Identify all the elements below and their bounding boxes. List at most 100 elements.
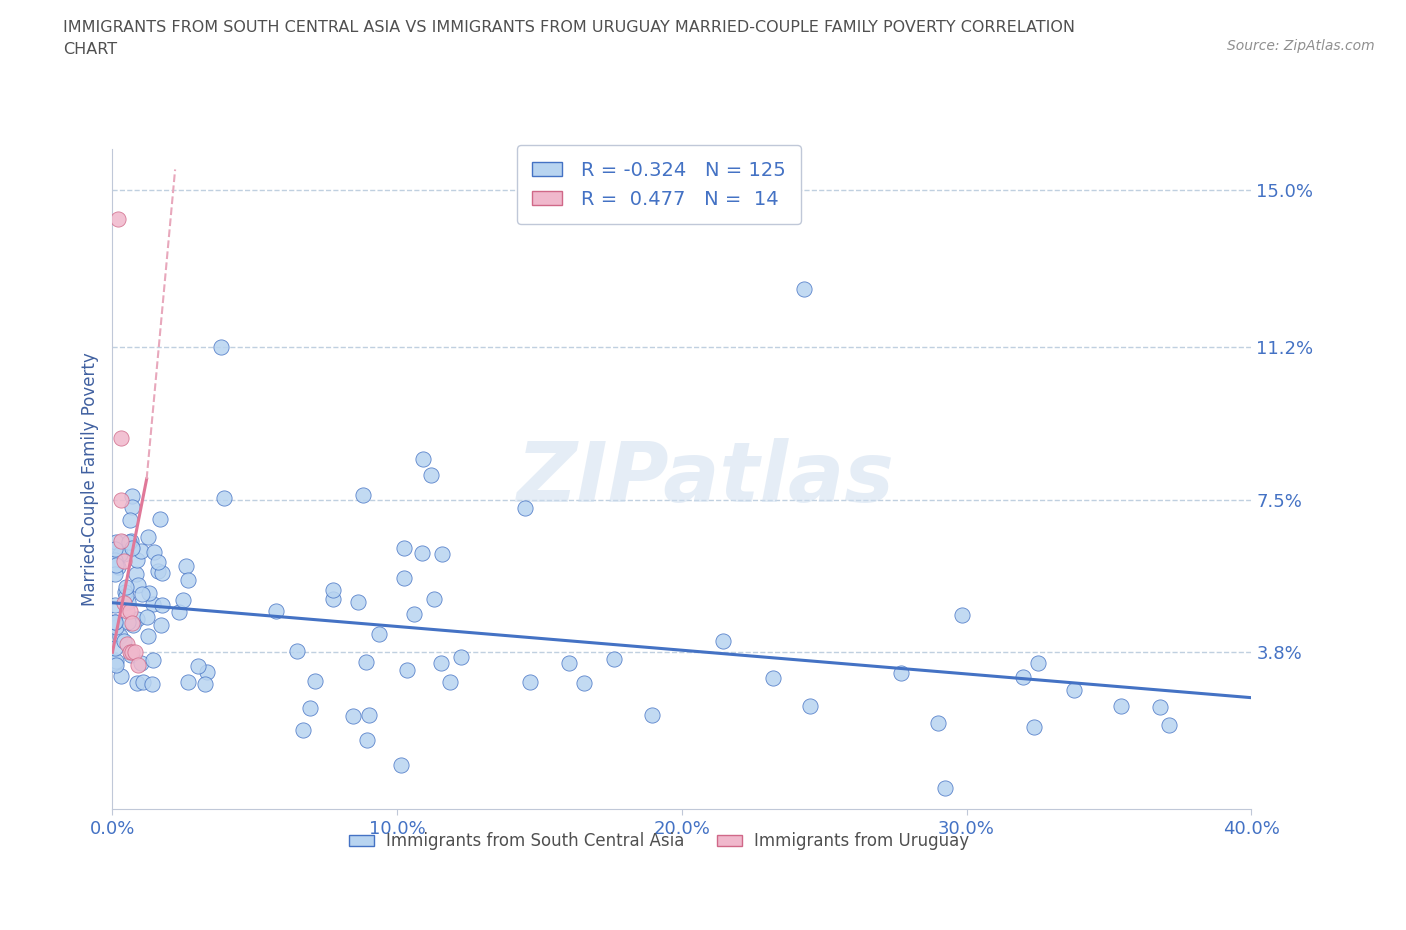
Point: [108, 628, 131, 643]
Point: [1022, 720, 1045, 735]
Point: [120, 533, 142, 548]
Point: [112, 595, 135, 610]
Point: [135, 609, 157, 624]
Point: [127, 578, 149, 592]
Point: [167, 604, 190, 619]
Point: [395, 663, 418, 678]
Point: [519, 674, 541, 689]
Point: [125, 676, 148, 691]
Point: [515, 500, 537, 515]
Legend: Immigrants from South Central Asia, Immigrants from Uruguay: Immigrants from South Central Asia, Immi…: [343, 826, 976, 857]
Point: [110, 492, 132, 507]
Point: [124, 644, 146, 659]
Point: [342, 709, 364, 724]
Point: [412, 452, 434, 467]
Point: [950, 608, 973, 623]
Point: [194, 676, 217, 691]
Point: [174, 559, 197, 574]
Point: [572, 676, 595, 691]
Point: [104, 641, 127, 656]
Point: [603, 652, 626, 667]
Point: [118, 604, 141, 618]
Point: [209, 339, 232, 354]
Point: [402, 606, 425, 621]
Point: [392, 540, 415, 555]
Point: [115, 589, 138, 604]
Text: ZIPatlas: ZIPatlas: [516, 438, 894, 520]
Point: [124, 566, 146, 581]
Point: [110, 534, 132, 549]
Point: [121, 489, 143, 504]
Point: [298, 700, 321, 715]
Point: [104, 566, 127, 581]
Point: [762, 671, 785, 685]
Point: [104, 614, 127, 629]
Point: [107, 211, 129, 226]
Point: [177, 572, 200, 587]
Point: [148, 554, 170, 569]
Point: [110, 669, 132, 684]
Point: [120, 512, 142, 527]
Point: [127, 658, 149, 672]
Point: [419, 467, 441, 482]
Point: [121, 616, 143, 631]
Point: [195, 664, 218, 679]
Point: [104, 541, 127, 556]
Point: [392, 571, 415, 586]
Point: [112, 554, 135, 569]
Point: [352, 488, 374, 503]
Point: [411, 546, 433, 561]
Point: [141, 676, 163, 691]
Point: [131, 587, 153, 602]
Point: [142, 653, 165, 668]
Point: [356, 733, 378, 748]
Point: [430, 547, 453, 562]
Point: [150, 565, 173, 580]
Point: [146, 564, 169, 578]
Point: [104, 553, 127, 568]
Point: [104, 614, 127, 629]
Point: [121, 499, 143, 514]
Point: [389, 757, 412, 772]
Point: [172, 592, 194, 607]
Point: [177, 674, 200, 689]
Point: [122, 618, 145, 632]
Point: [105, 535, 128, 550]
Point: [105, 653, 128, 668]
Point: [118, 644, 141, 659]
Point: [132, 675, 155, 690]
Point: [1026, 656, 1049, 671]
Point: [149, 512, 172, 526]
Point: [357, 708, 380, 723]
Point: [142, 545, 165, 560]
Point: [1011, 669, 1033, 684]
Point: [150, 598, 173, 613]
Point: [423, 591, 446, 606]
Point: [1159, 717, 1181, 732]
Point: [118, 534, 141, 549]
Text: Source: ZipAtlas.com: Source: ZipAtlas.com: [1227, 39, 1375, 53]
Point: [149, 618, 172, 632]
Point: [142, 597, 165, 612]
Point: [117, 615, 139, 630]
Point: [115, 637, 138, 652]
Point: [322, 591, 344, 606]
Point: [304, 673, 326, 688]
Point: [354, 655, 377, 670]
Point: [367, 627, 389, 642]
Point: [1109, 699, 1132, 714]
Point: [125, 552, 148, 567]
Point: [110, 547, 132, 562]
Point: [136, 529, 159, 544]
Point: [104, 658, 127, 672]
Point: [799, 698, 821, 713]
Text: IMMIGRANTS FROM SOUTH CENTRAL ASIA VS IMMIGRANTS FROM URUGUAY MARRIED-COUPLE FAM: IMMIGRANTS FROM SOUTH CENTRAL ASIA VS IM…: [63, 20, 1076, 35]
Point: [111, 535, 134, 550]
Point: [115, 604, 138, 618]
Point: [889, 666, 911, 681]
Point: [131, 656, 153, 671]
Point: [112, 547, 135, 562]
Point: [112, 634, 135, 649]
Point: [322, 583, 344, 598]
Point: [793, 282, 815, 297]
